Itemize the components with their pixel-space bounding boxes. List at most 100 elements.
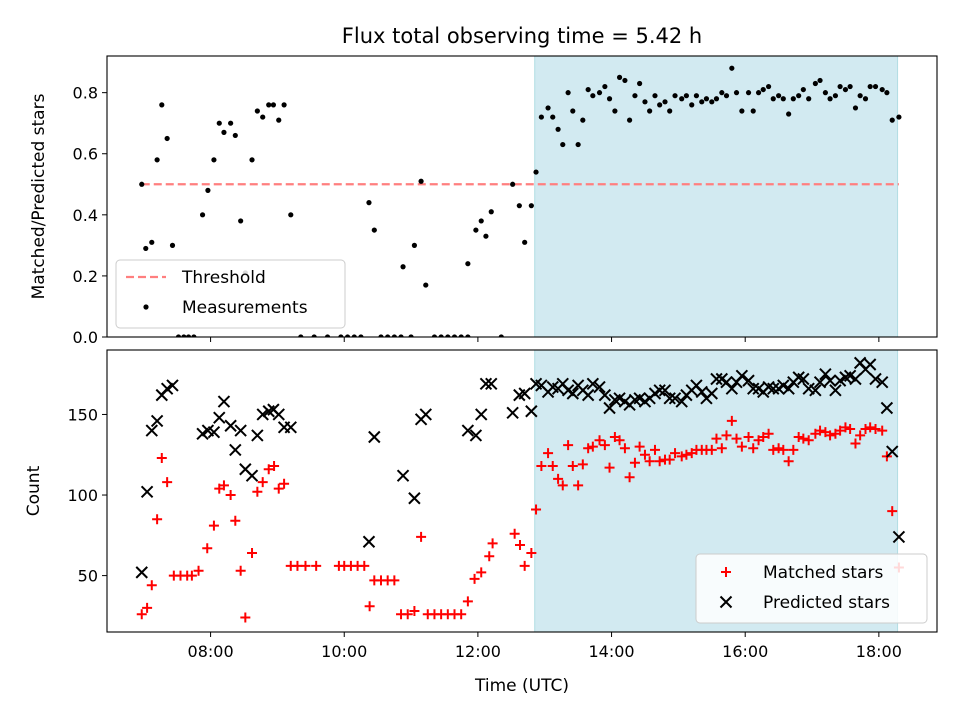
predicted-star-point bbox=[809, 384, 822, 397]
measurement-point bbox=[683, 93, 689, 99]
matched-star-point bbox=[721, 430, 732, 441]
measurement-point bbox=[699, 99, 705, 105]
measurement-point bbox=[755, 90, 762, 96]
measurement-point bbox=[205, 187, 211, 193]
matched-star-point bbox=[629, 457, 640, 468]
matched-star-point bbox=[364, 601, 375, 612]
y-tick-label: 100 bbox=[67, 486, 98, 505]
matched-star-point bbox=[359, 560, 370, 571]
matched-star-point bbox=[619, 443, 630, 454]
matched-star-point bbox=[573, 480, 584, 491]
predicted-star-point bbox=[469, 429, 483, 442]
matched-star-point bbox=[152, 514, 163, 525]
predicted-star-point bbox=[603, 401, 616, 415]
matched-star-point bbox=[543, 448, 554, 459]
measurement-point bbox=[451, 334, 458, 337]
matched-star-point bbox=[235, 565, 246, 576]
x-tick-label: 10:00 bbox=[321, 642, 367, 661]
matched-star-point bbox=[146, 580, 157, 591]
matched-star-point bbox=[644, 456, 655, 467]
predicted-star-point bbox=[145, 424, 158, 437]
measurement-point bbox=[632, 93, 638, 99]
measurement-point bbox=[889, 117, 895, 123]
matched-star-point bbox=[835, 425, 846, 436]
matched-star-point bbox=[240, 612, 251, 623]
measurement-point bbox=[270, 102, 277, 108]
predicted-star-point bbox=[166, 379, 179, 392]
predicted-star-point bbox=[782, 382, 795, 395]
predicted-star-point bbox=[735, 369, 749, 382]
y-tick-label: 0.0 bbox=[73, 328, 98, 347]
measurement-point bbox=[750, 108, 756, 114]
predicted-star-point bbox=[461, 424, 475, 437]
measurement-point bbox=[723, 93, 730, 99]
matched-star-point bbox=[257, 477, 268, 488]
predicted-star-point bbox=[419, 408, 432, 421]
predicted-star-point bbox=[593, 380, 606, 394]
predicted-star-point bbox=[229, 443, 242, 457]
measurement-point bbox=[281, 102, 287, 108]
legend-predicted-swatch bbox=[719, 595, 733, 609]
matched-star-point bbox=[263, 464, 274, 475]
matched-star-point bbox=[389, 575, 400, 586]
measurement-point bbox=[351, 334, 357, 337]
measurement-point bbox=[260, 114, 266, 120]
series-matched-stars bbox=[136, 415, 904, 623]
matched-star-point bbox=[736, 441, 747, 452]
matched-star-point bbox=[484, 551, 495, 562]
matched-star-point bbox=[870, 423, 881, 434]
x-tick-label: 14:00 bbox=[588, 642, 634, 661]
predicted-star-point bbox=[566, 387, 579, 400]
x-tick-label: 16:00 bbox=[722, 642, 768, 661]
matched-star-point bbox=[798, 433, 809, 444]
matched-star-point bbox=[476, 567, 487, 578]
legend-matched-swatch bbox=[721, 567, 731, 577]
legend-box bbox=[695, 553, 928, 624]
predicted-star-point bbox=[892, 530, 906, 544]
measurement-point bbox=[812, 80, 818, 87]
y-tick-label: 0.6 bbox=[73, 145, 98, 164]
predicted-star-point bbox=[245, 469, 259, 482]
predicted-star-point bbox=[485, 377, 498, 391]
measurement-point bbox=[143, 245, 149, 252]
matched-star-point bbox=[599, 440, 610, 451]
predicted-star-point bbox=[742, 374, 755, 387]
measurement-point bbox=[602, 83, 608, 90]
measurement-point bbox=[175, 334, 182, 337]
predicted-star-point bbox=[819, 367, 832, 381]
matched-star-point bbox=[726, 415, 737, 426]
predicted-star-point bbox=[813, 376, 827, 389]
matched-star-point bbox=[788, 444, 799, 455]
y-tick-label: 0.4 bbox=[73, 206, 98, 225]
matched-star-point bbox=[664, 454, 675, 465]
matched-star-point bbox=[825, 430, 836, 441]
legend-measurements-swatch bbox=[143, 304, 149, 310]
matched-star-point bbox=[252, 486, 263, 497]
predicted-star-point bbox=[675, 395, 688, 408]
plot-area bbox=[135, 356, 906, 623]
measurement-point bbox=[770, 96, 776, 102]
measurement-point bbox=[191, 334, 197, 337]
predicted-star-point bbox=[475, 408, 488, 421]
measurement-point bbox=[733, 90, 740, 96]
measurement-point bbox=[358, 334, 364, 337]
predicted-star-point bbox=[767, 382, 780, 395]
matched-star-point bbox=[768, 444, 779, 455]
measurement-point bbox=[832, 93, 839, 99]
matched-star-point bbox=[639, 449, 650, 460]
legend-threshold-label: Threshold bbox=[181, 268, 266, 288]
predicted-star-point bbox=[272, 408, 285, 421]
measurement-point bbox=[713, 96, 720, 102]
predicted-star-point bbox=[396, 469, 410, 482]
measurement-point bbox=[857, 93, 863, 99]
measurement-point bbox=[211, 157, 217, 163]
measurement-point bbox=[438, 334, 444, 337]
measurement-point bbox=[169, 242, 176, 248]
measurement-point bbox=[703, 96, 710, 102]
matched-star-point bbox=[300, 560, 311, 571]
matched-star-point bbox=[487, 538, 498, 549]
y-tick-label: 50 bbox=[78, 567, 98, 586]
predicted-star-point bbox=[506, 406, 519, 420]
measurement-point bbox=[719, 90, 725, 96]
measurement-point bbox=[679, 96, 685, 102]
